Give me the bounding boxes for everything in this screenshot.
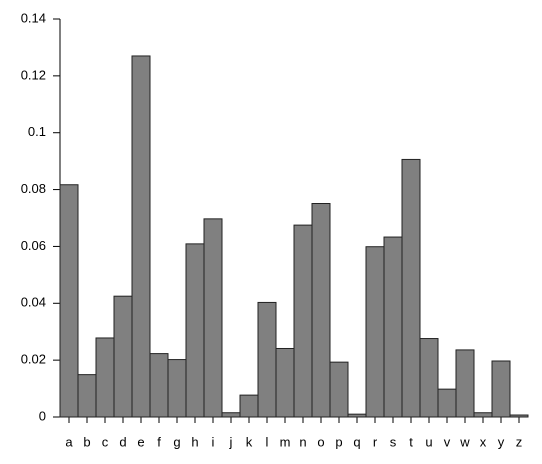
bar [401, 158, 421, 418]
x-tick-label: j [229, 434, 233, 449]
x-tick-label: u [425, 434, 432, 449]
x-tick-label: a [65, 434, 73, 449]
bar [473, 412, 493, 418]
x-tick-label: s [390, 434, 397, 449]
bar [203, 218, 223, 418]
bar [437, 388, 457, 418]
bar [419, 338, 439, 418]
x-tick-label: k [246, 434, 253, 449]
bar [365, 246, 385, 418]
x-tick-label: q [353, 434, 360, 449]
bar [59, 184, 79, 418]
bar [167, 359, 187, 418]
x-tick-label: w [459, 434, 470, 449]
x-tick-label: z [516, 434, 523, 449]
bar [221, 412, 241, 418]
bar [311, 203, 331, 418]
bar [77, 374, 97, 418]
bar [95, 337, 115, 418]
x-tick-label: d [119, 434, 126, 449]
x-tick-label: h [191, 434, 198, 449]
x-tick-label: o [317, 434, 324, 449]
bar [293, 224, 313, 418]
x-tick-label: r [373, 434, 378, 449]
x-tick-label: y [498, 434, 505, 449]
bar [383, 236, 403, 418]
x-tick-label: c [102, 434, 109, 449]
y-tick-label: 0.1 [28, 124, 46, 139]
y-tick-label: 0.04 [21, 295, 46, 310]
bar [239, 394, 259, 418]
y-tick-label: 0.08 [21, 181, 46, 196]
y-tick-label: 0.02 [21, 352, 46, 367]
y-tick-label: 0 [39, 408, 46, 423]
x-tick-label: b [83, 434, 90, 449]
x-tick-label: f [157, 434, 161, 449]
bar [509, 414, 529, 418]
x-tick-label: g [173, 434, 180, 449]
bar [113, 295, 133, 418]
bar [149, 353, 169, 418]
bar [131, 55, 151, 418]
x-tick-label: e [137, 434, 144, 449]
y-tick-label: 0.12 [21, 67, 46, 82]
x-tick-label: i [212, 434, 215, 449]
x-tick-label: m [280, 434, 291, 449]
bar [329, 361, 349, 418]
y-tick-label: 0.14 [21, 10, 46, 25]
x-tick-label: x [480, 434, 487, 449]
x-tick-label: p [335, 434, 342, 449]
bar [347, 413, 367, 418]
x-tick-label: v [444, 434, 451, 449]
bar [275, 347, 295, 418]
x-tick-label: l [266, 434, 269, 449]
bar [185, 243, 205, 418]
bar [455, 349, 475, 418]
x-tick-label: t [409, 434, 413, 449]
bar [257, 301, 277, 418]
x-tick-label: n [299, 434, 306, 449]
bar [491, 360, 511, 418]
y-tick-label: 0.06 [21, 238, 46, 253]
